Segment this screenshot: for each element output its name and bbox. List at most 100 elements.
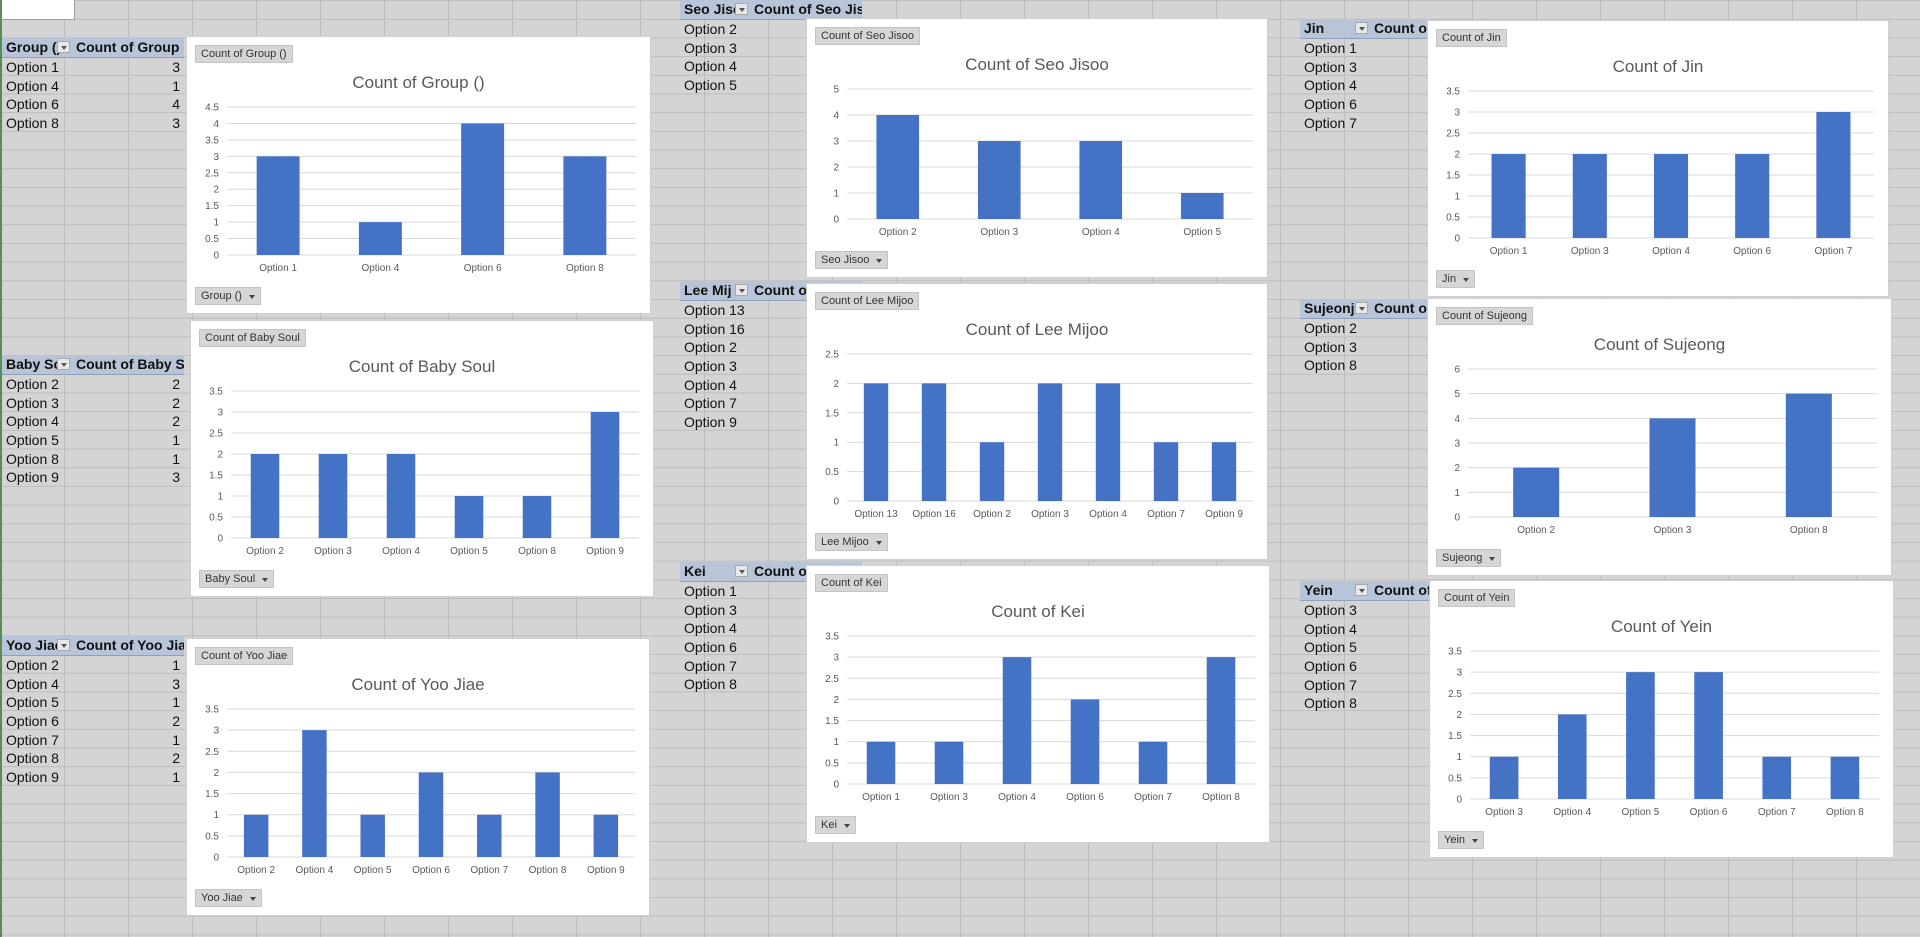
chart-axis-filter-button[interactable]: Yoo Jiae bbox=[195, 889, 262, 907]
bar[interactable] bbox=[1785, 393, 1832, 517]
chart-field-tag[interactable]: Count of Seo Jisoo bbox=[815, 27, 920, 45]
chart-axis-filter-button[interactable]: Group () bbox=[195, 287, 261, 305]
bar[interactable] bbox=[454, 496, 484, 538]
bar[interactable] bbox=[360, 814, 385, 857]
bar[interactable] bbox=[302, 730, 327, 857]
filter-dropdown-icon[interactable] bbox=[57, 358, 70, 370]
chart-axis-filter-button[interactable]: Jin bbox=[1436, 270, 1476, 288]
filter-dropdown-icon[interactable] bbox=[1355, 22, 1368, 34]
filter-dropdown-icon[interactable] bbox=[1355, 302, 1368, 314]
bar[interactable] bbox=[1002, 657, 1032, 784]
bar[interactable] bbox=[1694, 672, 1723, 799]
bar[interactable] bbox=[1489, 756, 1519, 799]
chart-yoo-jiae[interactable]: 0 0.5 1 1.5 2 2.5 3 3.5 Option 2 Option 4 Option 5… bbox=[186, 638, 650, 916]
chart-field-tag[interactable]: Count of Yoo Jiae bbox=[195, 647, 294, 665]
bar[interactable] bbox=[1649, 418, 1696, 517]
chart-field-tag[interactable]: Count of Kei bbox=[815, 574, 888, 592]
chart-jin[interactable]: 0 0.5 1 1.5 2 2.5 3 3.5 Option 1 Option 3 Option 4… bbox=[1427, 20, 1889, 297]
bar[interactable] bbox=[563, 156, 607, 255]
bar[interactable] bbox=[1211, 442, 1237, 501]
filter-dropdown-icon[interactable] bbox=[57, 639, 70, 651]
bar[interactable] bbox=[256, 156, 300, 255]
bar[interactable] bbox=[593, 814, 619, 857]
chart-field-tag[interactable]: Count of Lee Mijoo bbox=[815, 292, 920, 310]
chart-axis-filter-button[interactable]: Yein bbox=[1438, 831, 1485, 849]
chart-axis-filter-button[interactable]: Baby Soul bbox=[199, 570, 275, 588]
bar[interactable] bbox=[1513, 467, 1560, 517]
bar[interactable] bbox=[977, 141, 1021, 219]
bar[interactable] bbox=[1653, 154, 1689, 238]
bar[interactable] bbox=[1491, 154, 1526, 238]
bar[interactable] bbox=[1079, 141, 1123, 219]
bar[interactable] bbox=[243, 814, 269, 857]
bar[interactable] bbox=[866, 741, 896, 784]
chart-baby-soul[interactable]: 0 0.5 1 1.5 2 2.5 3 3.5 Option 2 Option 3 Option 4… bbox=[190, 320, 654, 597]
chart-yein[interactable]: 0 0.5 1 1.5 2 2.5 3 3.5 Option 3 Option 4 Option 5… bbox=[1429, 580, 1894, 858]
row-labels-header[interactable]: Jin bbox=[1300, 19, 1370, 38]
chart-kei[interactable]: 0 0.5 1 1.5 2 2.5 3 3.5 Option 1 Option 3 Option 4… bbox=[806, 565, 1270, 843]
bar[interactable] bbox=[477, 814, 502, 857]
chart-field-tag[interactable]: Count of Yein bbox=[1438, 589, 1516, 607]
bar[interactable] bbox=[386, 454, 416, 538]
chart-field-tag[interactable]: Count of Sujeong bbox=[1436, 307, 1534, 325]
bar[interactable] bbox=[863, 383, 889, 501]
bar[interactable] bbox=[318, 454, 348, 538]
chart-axis-filter-button[interactable]: Seo Jisoo bbox=[815, 251, 889, 269]
row-labels-header[interactable]: Yein bbox=[1300, 581, 1370, 600]
chart-field-tag[interactable]: Count of Group () bbox=[195, 45, 293, 63]
bar[interactable] bbox=[1830, 756, 1860, 799]
bar[interactable] bbox=[1572, 154, 1607, 238]
chart-sujeong[interactable]: 0 1 2 3 4 5 6 Option 2 Option 3 Option 8 Count of… bbox=[1427, 298, 1892, 576]
bar[interactable] bbox=[522, 496, 552, 538]
bar[interactable] bbox=[1762, 756, 1792, 799]
bar[interactable] bbox=[461, 123, 505, 255]
chart-lee-mijoo[interactable]: 0 0.5 1 1.5 2 2.5 Option 13 Option 16 Option 2 Op… bbox=[806, 283, 1268, 560]
chart-field-tag[interactable]: Count of Baby Soul bbox=[199, 329, 306, 347]
bar[interactable] bbox=[1138, 741, 1168, 784]
bar[interactable] bbox=[1735, 154, 1770, 238]
chart-group[interactable]: 0 0.5 1 1.5 2 2.5 3 3.5 4 4.5 Option 1 Option 4 Opti… bbox=[186, 36, 651, 314]
bar[interactable] bbox=[358, 222, 402, 255]
bar[interactable] bbox=[1037, 383, 1063, 501]
bar[interactable] bbox=[250, 454, 280, 538]
chart-field-tag[interactable]: Count of Jin bbox=[1436, 29, 1507, 47]
chart-seo-jisoo[interactable]: 0 1 2 3 4 5 Option 2 Option 3 Option 4 Option 5 C… bbox=[806, 18, 1268, 278]
bar[interactable] bbox=[921, 383, 947, 501]
bar[interactable] bbox=[535, 772, 560, 857]
row-labels-header[interactable]: Kei bbox=[680, 562, 750, 581]
bar[interactable] bbox=[1626, 672, 1655, 799]
bar[interactable] bbox=[1153, 442, 1179, 501]
bar[interactable] bbox=[418, 772, 444, 857]
row-labels-header[interactable]: Lee Mij bbox=[680, 281, 750, 300]
chart-axis-filter-button[interactable]: Lee Mijoo bbox=[815, 533, 888, 551]
row-labels-header[interactable]: Seo Jisc bbox=[680, 0, 750, 19]
filter-dropdown-icon[interactable] bbox=[1355, 584, 1368, 596]
chart-axis-filter-button[interactable]: Sujeong bbox=[1436, 549, 1502, 567]
chart-axis-filter-button[interactable]: Kei bbox=[815, 816, 856, 834]
bar[interactable] bbox=[934, 741, 964, 784]
filter-dropdown-icon[interactable] bbox=[57, 41, 70, 53]
row-labels-header[interactable]: Group () bbox=[2, 38, 72, 57]
bar[interactable] bbox=[1557, 714, 1587, 799]
filter-dropdown-icon[interactable] bbox=[735, 284, 748, 296]
bar[interactable] bbox=[1070, 699, 1100, 784]
bar[interactable] bbox=[979, 442, 1005, 501]
row-labels-header[interactable]: Yoo Jiae bbox=[2, 636, 72, 655]
bar[interactable] bbox=[1816, 112, 1851, 238]
bar[interactable] bbox=[876, 115, 920, 219]
